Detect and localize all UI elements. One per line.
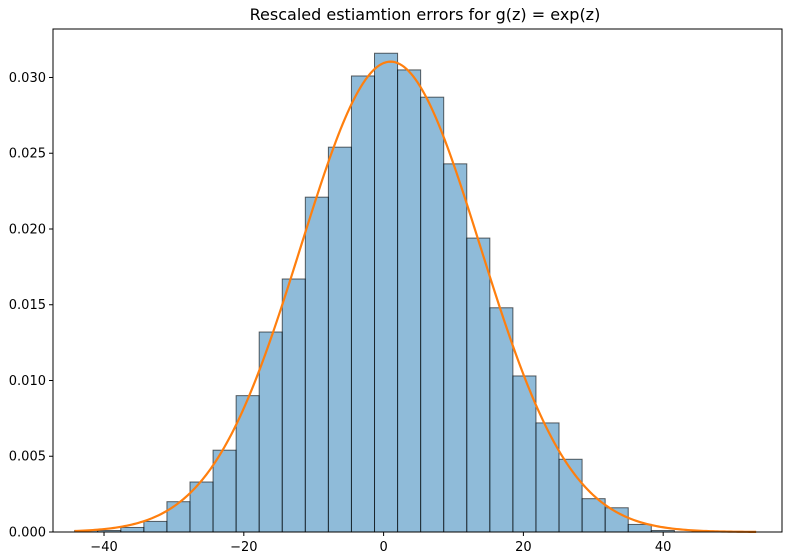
histogram-bars [74,52,675,533]
histogram-bar [374,52,399,533]
histogram-bar [281,278,306,533]
chart-title: Rescaled estiamtion errors for g(z) = ex… [250,5,601,24]
y-tick-label: 0.015 [9,298,46,313]
y-tick-label: 0.005 [9,450,46,465]
histogram-bar [212,449,237,533]
histogram-bar [166,501,191,533]
y-tick-label: 0.025 [9,147,46,162]
y-tick-label: 0.020 [9,222,46,237]
histogram-bar [420,96,445,533]
y-tick-label: 0.000 [9,526,46,541]
histogram-bar [304,196,329,533]
y-tick-label: 0.010 [9,374,46,389]
x-tick-label: 40 [655,540,672,555]
plot-frame [52,28,783,533]
density-curve-layer [74,60,757,533]
histogram-bar [489,307,514,533]
x-tick-label: −40 [90,540,117,555]
histogram-bar [120,526,145,533]
histogram-bar [627,523,652,533]
x-tick-label: 0 [379,540,387,555]
density-curve [74,60,757,533]
histogram-bar [443,163,468,533]
histogram-bar [397,69,422,533]
histogram-bar [535,422,560,533]
y-tick-label: 0.030 [9,71,46,86]
histogram-bar [327,146,352,533]
x-tick-label: 20 [515,540,532,555]
x-tick-label: −20 [230,540,257,555]
axes: −40 −20 0 20 40 0.000 0.005 0.010 0.015 0.020 0.02… [9,28,783,555]
histogram-bar [350,75,376,533]
histogram-bar [466,237,491,533]
histogram-bar [143,520,168,533]
